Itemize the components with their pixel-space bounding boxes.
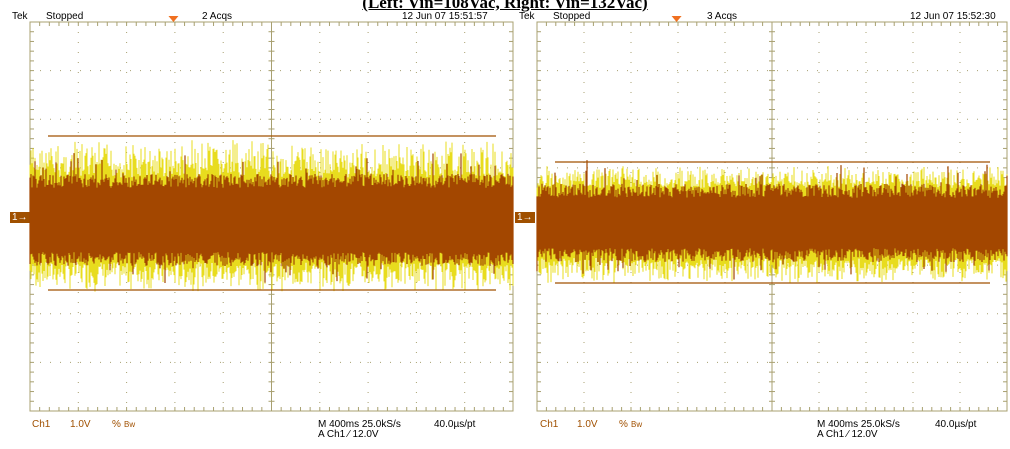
sample-interval: 40.0µs/pt (434, 419, 476, 430)
timebase: M 400ms 25.0kS/s (318, 419, 401, 430)
brand-label: Tek (519, 11, 535, 22)
trigger-position-marker (671, 16, 682, 22)
noise-body (536, 160, 1008, 280)
waveform-trace (536, 160, 1008, 283)
acquisition-count: 2 Acqs (202, 11, 233, 22)
noise-body (29, 153, 514, 283)
run-state: Stopped (553, 11, 591, 22)
volts-per-div: 1.0V (70, 419, 91, 430)
datetime: 12 Jun 07 15:51:57 (402, 11, 488, 22)
acquisition-count: 3 Acqs (707, 11, 738, 22)
channel-marker: 1→ (515, 212, 535, 223)
trigger-position-marker (168, 16, 179, 22)
figure-title: (Left: Vin=108Vac, Right: Vin=132Vac) (362, 0, 648, 12)
run-state: Stopped (46, 11, 84, 22)
waveform-trace (29, 140, 514, 292)
scope-display-left (29, 16, 514, 412)
brand-label: Tek (12, 11, 28, 22)
trigger-readout: A Ch1 ∕ 12.0V (318, 429, 379, 440)
coupling-symbol: % (112, 419, 121, 430)
channel-label: Ch1 (540, 419, 559, 430)
channel-label: Ch1 (32, 419, 51, 430)
channel-marker: 1→ (10, 212, 30, 223)
datetime: 12 Jun 07 15:52:30 (910, 11, 996, 22)
bandwidth-label: Bw (124, 420, 136, 429)
timebase: M 400ms 25.0kS/s (817, 419, 900, 430)
trigger-readout: A Ch1 ∕ 12.0V (817, 429, 878, 440)
volts-per-div: 1.0V (577, 419, 598, 430)
scope-display-right (536, 16, 1008, 412)
coupling-symbol: % (619, 419, 628, 430)
oscilloscope-left: Tek Stopped 2 Acqs 12 Jun 07 15:51:57 1→… (10, 11, 514, 440)
bandwidth-label: Bw (631, 420, 643, 429)
oscilloscope-right: Tek Stopped 3 Acqs 12 Jun 07 15:52:30 1→… (507, 0, 1010, 449)
sample-interval: 40.0µs/pt (935, 419, 977, 430)
